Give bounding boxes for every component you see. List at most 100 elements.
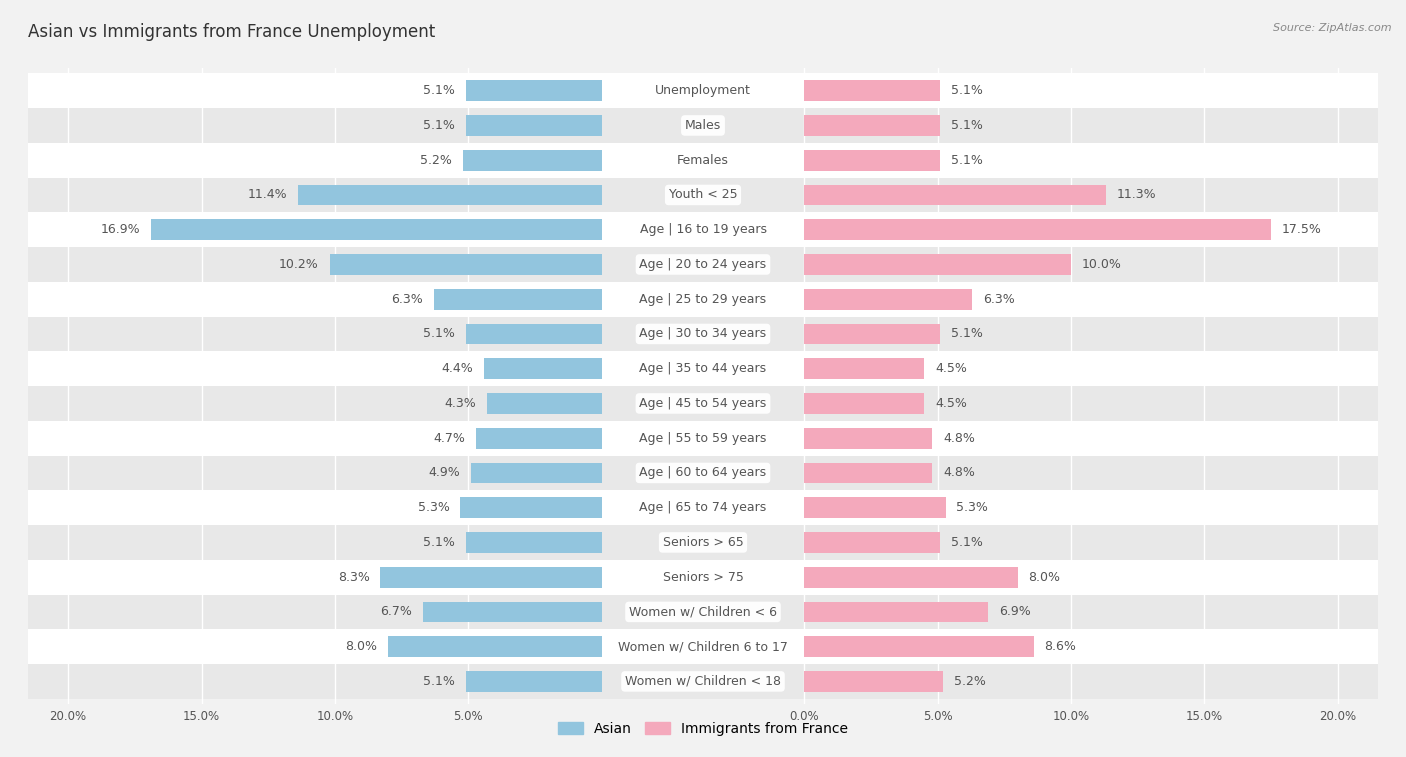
Bar [804,358,924,379]
Bar [28,178,1378,212]
Text: 5.1%: 5.1% [950,84,983,97]
Text: Age | 30 to 34 years: Age | 30 to 34 years [640,328,766,341]
Text: 6.3%: 6.3% [391,293,423,306]
Bar [388,636,602,657]
Bar [28,73,1378,108]
Text: Age | 60 to 64 years: Age | 60 to 64 years [640,466,766,479]
Bar [804,636,1033,657]
Bar [298,185,602,205]
Text: 10.0%: 10.0% [1081,258,1122,271]
Bar [484,358,602,379]
Text: 11.4%: 11.4% [247,188,287,201]
Bar [28,212,1378,247]
Bar [28,664,1378,699]
Bar [28,594,1378,629]
Text: Age | 65 to 74 years: Age | 65 to 74 years [640,501,766,514]
Text: 5.1%: 5.1% [423,675,456,688]
Bar [465,80,602,101]
Text: 5.1%: 5.1% [423,536,456,549]
Text: 4.5%: 4.5% [935,362,967,375]
Bar [28,247,1378,282]
Text: Unemployment: Unemployment [655,84,751,97]
Text: 5.1%: 5.1% [950,119,983,132]
Bar [804,463,932,484]
Text: 4.7%: 4.7% [433,431,465,444]
Text: 5.1%: 5.1% [423,119,456,132]
Text: 4.9%: 4.9% [429,466,460,479]
Bar [380,567,602,587]
Text: 4.8%: 4.8% [943,466,974,479]
Text: 4.5%: 4.5% [935,397,967,410]
Bar [804,532,941,553]
Bar [471,463,602,484]
Bar [465,671,602,692]
Text: Age | 20 to 24 years: Age | 20 to 24 years [640,258,766,271]
Bar [477,428,602,449]
Bar [465,115,602,136]
Bar [463,150,602,170]
Text: 6.3%: 6.3% [983,293,1015,306]
Text: 10.2%: 10.2% [280,258,319,271]
Bar [28,316,1378,351]
Bar [465,323,602,344]
Text: 16.9%: 16.9% [101,223,141,236]
Bar [804,393,924,414]
Bar [465,532,602,553]
Bar [804,150,941,170]
Text: 5.1%: 5.1% [950,328,983,341]
Text: 8.0%: 8.0% [1028,571,1060,584]
Bar [804,288,973,310]
Bar [804,428,932,449]
Text: 11.3%: 11.3% [1116,188,1156,201]
Bar [804,323,941,344]
Text: Women w/ Children < 18: Women w/ Children < 18 [626,675,780,688]
Bar [28,629,1378,664]
Bar [804,567,1018,587]
Text: 4.3%: 4.3% [444,397,477,410]
Text: 5.3%: 5.3% [418,501,450,514]
Text: Females: Females [678,154,728,167]
Bar [28,386,1378,421]
Bar [28,456,1378,491]
Text: 4.4%: 4.4% [441,362,474,375]
Bar [804,220,1271,240]
Bar [329,254,602,275]
Text: Women w/ Children < 6: Women w/ Children < 6 [628,606,778,618]
Bar [804,602,988,622]
Text: 5.1%: 5.1% [950,536,983,549]
Text: 17.5%: 17.5% [1282,223,1322,236]
Bar [460,497,602,518]
Text: 5.1%: 5.1% [950,154,983,167]
Bar [804,671,943,692]
Text: Age | 35 to 44 years: Age | 35 to 44 years [640,362,766,375]
Text: Seniors > 75: Seniors > 75 [662,571,744,584]
Text: Males: Males [685,119,721,132]
Bar [804,497,946,518]
Text: 6.9%: 6.9% [1000,606,1031,618]
Text: 8.6%: 8.6% [1045,640,1077,653]
Bar [150,220,602,240]
Bar [433,288,602,310]
Bar [28,421,1378,456]
Text: Seniors > 65: Seniors > 65 [662,536,744,549]
Text: Age | 25 to 29 years: Age | 25 to 29 years [640,293,766,306]
Text: 5.1%: 5.1% [423,84,456,97]
Text: Youth < 25: Youth < 25 [669,188,737,201]
Text: 8.3%: 8.3% [337,571,370,584]
Bar [28,491,1378,525]
Bar [28,143,1378,178]
Bar [804,254,1071,275]
Bar [804,80,941,101]
Text: Age | 45 to 54 years: Age | 45 to 54 years [640,397,766,410]
Text: Women w/ Children 6 to 17: Women w/ Children 6 to 17 [619,640,787,653]
Text: 5.2%: 5.2% [953,675,986,688]
Text: Asian vs Immigrants from France Unemployment: Asian vs Immigrants from France Unemploy… [28,23,436,41]
Text: 5.2%: 5.2% [420,154,453,167]
Bar [28,525,1378,560]
Legend: Asian, Immigrants from France: Asian, Immigrants from France [553,716,853,742]
Bar [804,185,1105,205]
Text: 5.1%: 5.1% [423,328,456,341]
Text: Age | 55 to 59 years: Age | 55 to 59 years [640,431,766,444]
Bar [28,560,1378,594]
Bar [28,351,1378,386]
